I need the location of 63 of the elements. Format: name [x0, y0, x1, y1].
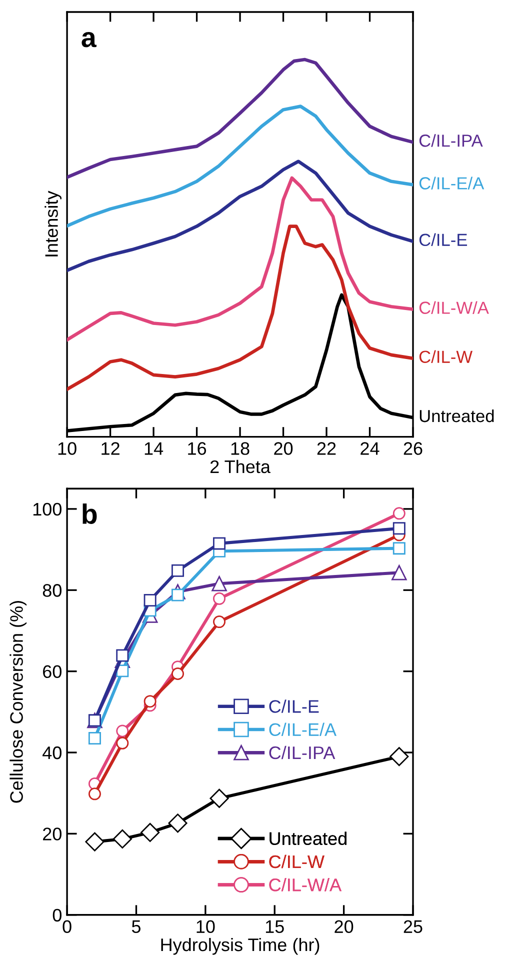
point: [172, 668, 184, 680]
y-axis-title: Cellulose Conversion (%): [10, 601, 27, 803]
y-tick-label: 60: [43, 665, 62, 678]
point: [116, 649, 129, 662]
x-tick-label: 24: [360, 442, 380, 455]
y-tick-label: 20: [43, 828, 62, 840]
x-tick-label: 25: [404, 920, 422, 934]
point: [144, 594, 156, 607]
text: a: [82, 32, 97, 48]
point: [213, 616, 226, 628]
series-label: C/IL-IPA: [419, 134, 483, 147]
legend-label: C/IL-IPA: [269, 746, 336, 760]
x-tick-label: 10: [58, 442, 76, 455]
point: [116, 724, 129, 738]
point: [390, 747, 409, 766]
point: [212, 576, 227, 592]
point: [112, 829, 132, 848]
y-tick-label: 0: [52, 908, 62, 922]
series-label: C/IL-W: [419, 350, 473, 363]
point: [213, 592, 226, 605]
x-tick-label: 14: [144, 442, 164, 455]
legend-label: Untreated: [270, 832, 346, 845]
y-tick-label: 40: [42, 746, 62, 760]
series-label: C/IL-E/A: [419, 176, 484, 190]
series-label: C/IL-W/A: [419, 301, 489, 314]
point: [116, 736, 129, 750]
point: [172, 564, 184, 577]
point: [392, 565, 407, 580]
series-label: Untreated: [420, 409, 494, 422]
point: [392, 507, 406, 520]
annotation: b: [82, 504, 97, 524]
x-tick-label: 20: [334, 920, 354, 934]
x-axis-title: 2 Theta: [210, 460, 270, 474]
x-tick-label: 12: [102, 442, 120, 455]
legend-label: C/IL-W/A: [269, 878, 342, 892]
y-tick-label: 100: [33, 502, 62, 516]
x-tick-label: 26: [404, 442, 422, 455]
x-tick-label: 18: [231, 442, 250, 455]
point: [144, 695, 156, 708]
x-tick-label: 20: [274, 442, 293, 455]
x-tick-label: 15: [266, 920, 284, 934]
y-tick-label: 80: [42, 584, 62, 597]
legend-label: C/IL-E: [269, 700, 319, 713]
point: [213, 537, 226, 550]
x-tick-label: 0: [62, 920, 72, 934]
y-axis-title: Intensity: [44, 190, 62, 256]
legend-label: C/IL-E/A: [269, 722, 337, 736]
point: [140, 822, 160, 842]
x-tick-label: 16: [188, 442, 206, 455]
point: [88, 732, 101, 745]
series-label: C/IL-E: [419, 233, 468, 246]
point: [168, 814, 188, 833]
x-tick-label: 10: [196, 920, 215, 934]
point: [85, 832, 104, 852]
point: [392, 522, 406, 535]
point: [88, 788, 101, 800]
x-tick-label: 22: [317, 442, 336, 455]
x-axis-title: Hydrolysis Time (hr): [161, 938, 320, 955]
x-tick-label: 5: [132, 920, 141, 934]
point: [392, 542, 406, 555]
legend-label: C/IL-W: [269, 854, 324, 868]
point: [172, 588, 184, 602]
point: [210, 788, 229, 808]
